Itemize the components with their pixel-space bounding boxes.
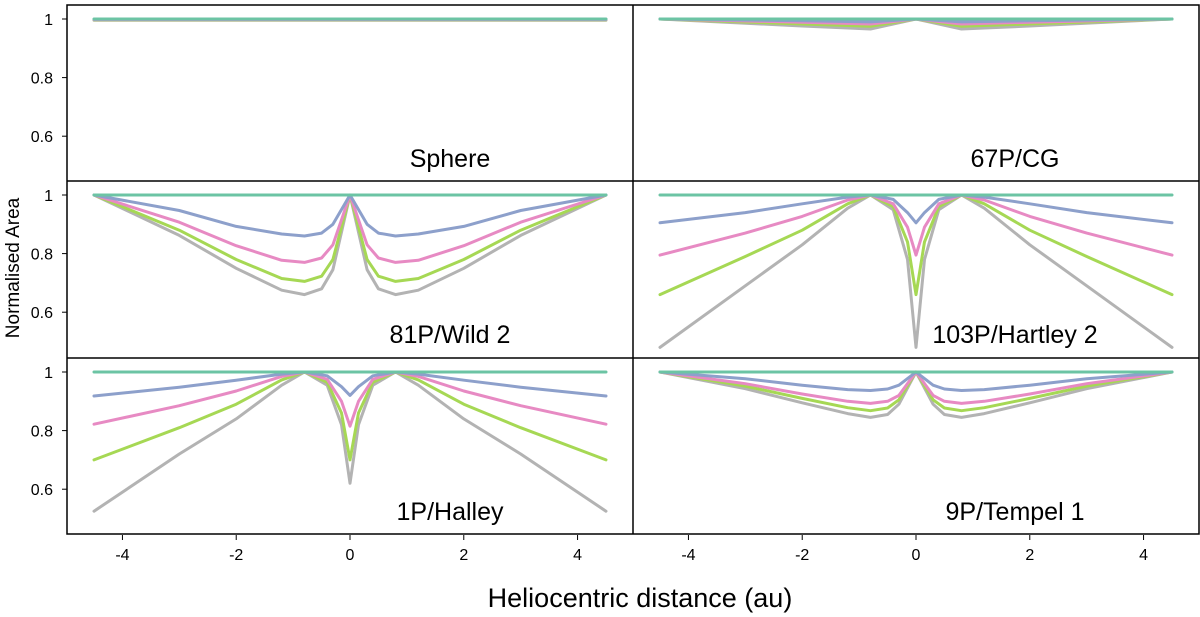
x-tick-label: 4 — [573, 547, 582, 564]
series-line-2 — [658, 193, 1174, 225]
series-line-5 — [658, 193, 1174, 349]
panels-layer: Sphere 67P/CG 81P/Wild 2 103P/Hartley 2 1P/H… — [92, 17, 1174, 526]
series-line-3 — [658, 193, 1174, 257]
series-line-3 — [92, 370, 608, 428]
ticks-layer: 0.6 0.8 1 0.6 0.8 1 0.6 0.8 1 -4 -2 0 2 4 -4 -2 0 2 4 — [31, 12, 1148, 564]
panel-series — [92, 17, 608, 22]
series-line-4 — [658, 193, 1174, 297]
panel-label: Sphere — [410, 145, 491, 173]
panel-label: 103P/Hartley 2 — [932, 321, 1097, 349]
y-tick-label: 0.8 — [31, 424, 53, 441]
panel-label: 67P/CG — [971, 145, 1060, 173]
y-tick-label: 1 — [44, 365, 53, 382]
y-tick-label: 1 — [44, 12, 53, 29]
panel-series — [658, 370, 1174, 419]
y-tick-label: 0.8 — [31, 247, 53, 264]
panel-2: 67P/CG — [658, 17, 1174, 173]
y-tick-label: 0.6 — [31, 129, 53, 146]
x-tick-label: 2 — [1025, 547, 1034, 564]
y-tick-label: 0.6 — [31, 305, 53, 322]
panel-series — [92, 370, 608, 513]
panel-1: Sphere — [92, 17, 608, 173]
series-line-4 — [92, 370, 608, 462]
x-tick-label: -2 — [229, 547, 243, 564]
y-tick-label: 0.6 — [31, 482, 53, 499]
x-tick-label: 0 — [912, 547, 921, 564]
frame-layer — [66, 4, 1200, 535]
series-line-3 — [92, 193, 608, 264]
panel-4: 103P/Hartley 2 — [658, 193, 1174, 349]
y-axis-title: Normalised Area — [3, 197, 24, 338]
panel-series — [658, 193, 1174, 349]
x-tick-label: -4 — [681, 547, 695, 564]
series-line-2 — [92, 370, 608, 398]
panel-3: 81P/Wild 2 — [92, 193, 608, 349]
x-tick-label: 4 — [1139, 547, 1148, 564]
panel-label: 1P/Halley — [397, 498, 504, 526]
x-tick-label: 2 — [459, 547, 468, 564]
x-axis-title: Heliocentric distance (au) — [488, 583, 793, 613]
x-tick-label: -4 — [115, 547, 129, 564]
y-tick-label: 1 — [44, 188, 53, 205]
panel-label: 9P/Tempel 1 — [946, 498, 1085, 526]
series-line-5 — [92, 370, 608, 513]
panel-series — [92, 193, 608, 297]
y-tick-label: 0.8 — [31, 71, 53, 88]
x-tick-label: 0 — [346, 547, 355, 564]
panel-5: 1P/Halley — [92, 370, 608, 526]
panel-6: 9P/Tempel 1 — [658, 370, 1174, 526]
x-tick-label: -2 — [795, 547, 809, 564]
panel-label: 81P/Wild 2 — [390, 321, 511, 349]
panel-series — [658, 17, 1174, 31]
